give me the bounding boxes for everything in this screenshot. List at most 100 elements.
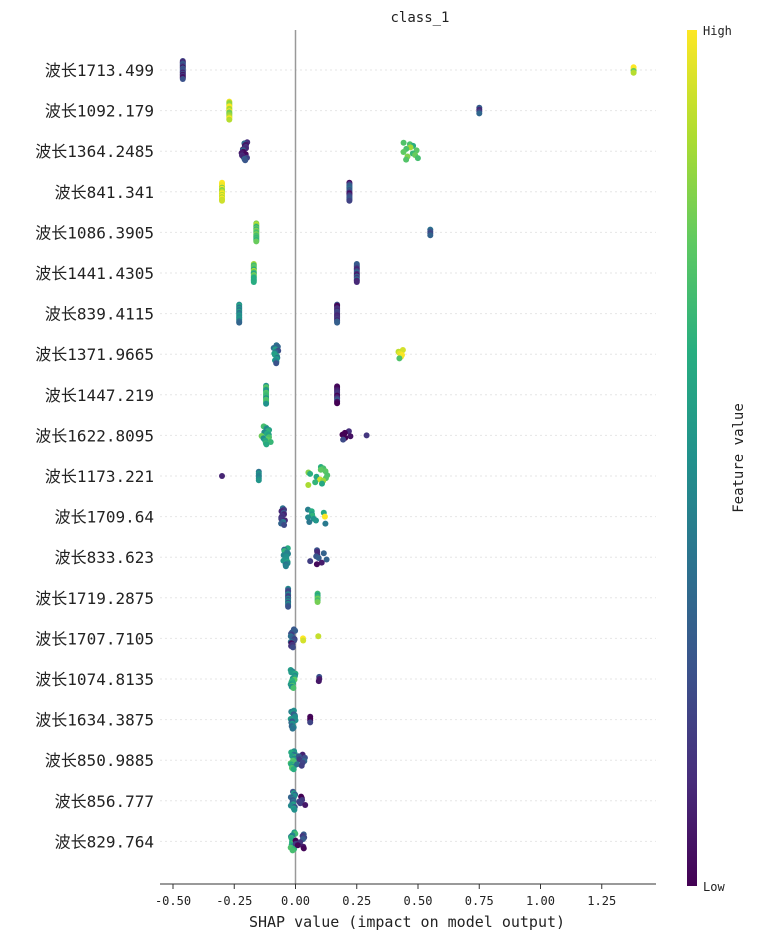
shap-point (290, 685, 297, 691)
feature-label: 波长1713.499 (45, 61, 154, 80)
shap-point (226, 116, 233, 123)
shap-point (319, 480, 325, 487)
feature-label: 波长1622.8095 (35, 426, 154, 445)
feature-label: 波长829.764 (55, 832, 154, 851)
shap-point (289, 644, 296, 651)
shap-point (400, 149, 407, 155)
x-tick-label: 1.25 (587, 894, 616, 908)
shap-point (281, 522, 288, 528)
shap-point (291, 806, 298, 813)
colorbar-title: Feature value (731, 403, 747, 513)
shap-point (315, 678, 322, 685)
feature-label: 波长1441.4305 (35, 264, 154, 283)
shap-point (315, 633, 322, 640)
x-tick-label: 1.00 (526, 894, 555, 908)
shap-point (314, 599, 321, 605)
feature-label: 波长856.777 (55, 792, 154, 811)
feature-label: 波长841.341 (55, 183, 154, 202)
feature-label: 波长1634.3875 (35, 711, 154, 730)
shap-point (242, 157, 249, 164)
shap-point (289, 725, 296, 732)
shap-point (318, 559, 325, 566)
shap-point (307, 719, 314, 726)
shap-point (253, 238, 260, 245)
shap-point (307, 470, 314, 477)
shap-point (263, 441, 270, 448)
x-axis-ticks: -0.50 -0.25 0.00 0.25 0.50 0.75 1.00 1.25 (155, 884, 616, 908)
shap-point (315, 555, 322, 561)
shap-point (282, 563, 289, 570)
shap-point (414, 155, 421, 162)
shap-point (334, 319, 341, 326)
shap-point (289, 847, 296, 854)
shap-point (321, 513, 328, 520)
shap-point (236, 319, 243, 326)
x-tick-label: 0.00 (281, 894, 310, 908)
shap-point (290, 766, 297, 773)
row-gridlines (160, 69, 656, 842)
x-tick-label: -0.25 (216, 894, 252, 908)
shap-point (340, 436, 347, 443)
x-tick-label: 0.75 (465, 894, 494, 908)
shap-point (347, 433, 354, 440)
shap-point (302, 802, 309, 808)
shap-point (427, 232, 434, 239)
colorbar-high-label: High (703, 24, 732, 38)
feature-label: 波长850.9885 (45, 751, 154, 770)
shap-point (313, 561, 320, 568)
shap-point (219, 197, 225, 204)
colorbar-low-label: Low (703, 880, 725, 894)
shap-point (476, 110, 483, 117)
shap-point (312, 479, 319, 486)
shap-point (285, 603, 292, 610)
shap-point (300, 845, 307, 852)
shap-point (320, 550, 327, 557)
x-tick-label: 0.25 (342, 894, 371, 908)
shap-point (630, 69, 637, 76)
shap-point (179, 76, 186, 82)
shap-point (400, 139, 407, 146)
shap-point (353, 279, 360, 285)
shap-point (307, 558, 314, 565)
colorbar (687, 30, 697, 886)
shap-point (305, 514, 312, 521)
shap-point (323, 556, 330, 563)
shap-point (313, 517, 319, 524)
shap-point (403, 156, 410, 163)
shap-point (294, 761, 301, 768)
feature-label: 波长1092.179 (45, 102, 154, 121)
shap-point (294, 842, 301, 849)
feature-label: 波长1707.7105 (35, 629, 154, 648)
chart-title: class_1 (390, 10, 449, 26)
x-tick-label: -0.50 (155, 894, 191, 908)
shap-point (273, 360, 280, 367)
feature-label: 波长1364.2485 (35, 142, 154, 161)
feature-label: 波长1371.9665 (35, 345, 154, 364)
shap-point (306, 519, 313, 525)
feature-label: 波长839.4115 (45, 305, 154, 324)
shap-point (317, 466, 324, 473)
feature-label: 波长1447.219 (45, 386, 154, 405)
shap-point (219, 473, 225, 479)
shap-points (179, 58, 637, 854)
shap-point (300, 637, 307, 644)
feature-label: 波长833.623 (55, 548, 154, 567)
shap-point (363, 432, 370, 439)
shap-point (396, 355, 403, 362)
feature-label: 波长1074.8135 (35, 670, 154, 689)
shap-point (334, 400, 341, 407)
feature-label: 波长1719.2875 (35, 589, 154, 608)
shap-point (297, 800, 304, 807)
feature-label: 波长1709.64 (55, 508, 154, 527)
shap-point (255, 477, 262, 484)
feature-labels: 波长1713.499 波长1092.179 波长1364.2485 波长841.341… (35, 61, 154, 851)
shap-point (263, 400, 270, 407)
x-tick-label: 0.50 (404, 894, 433, 908)
feature-label: 波长1086.3905 (35, 223, 154, 242)
shap-point (298, 762, 305, 769)
feature-label: 波长1173.221 (45, 467, 154, 486)
shap-point (346, 197, 353, 204)
shap-point (322, 520, 329, 527)
